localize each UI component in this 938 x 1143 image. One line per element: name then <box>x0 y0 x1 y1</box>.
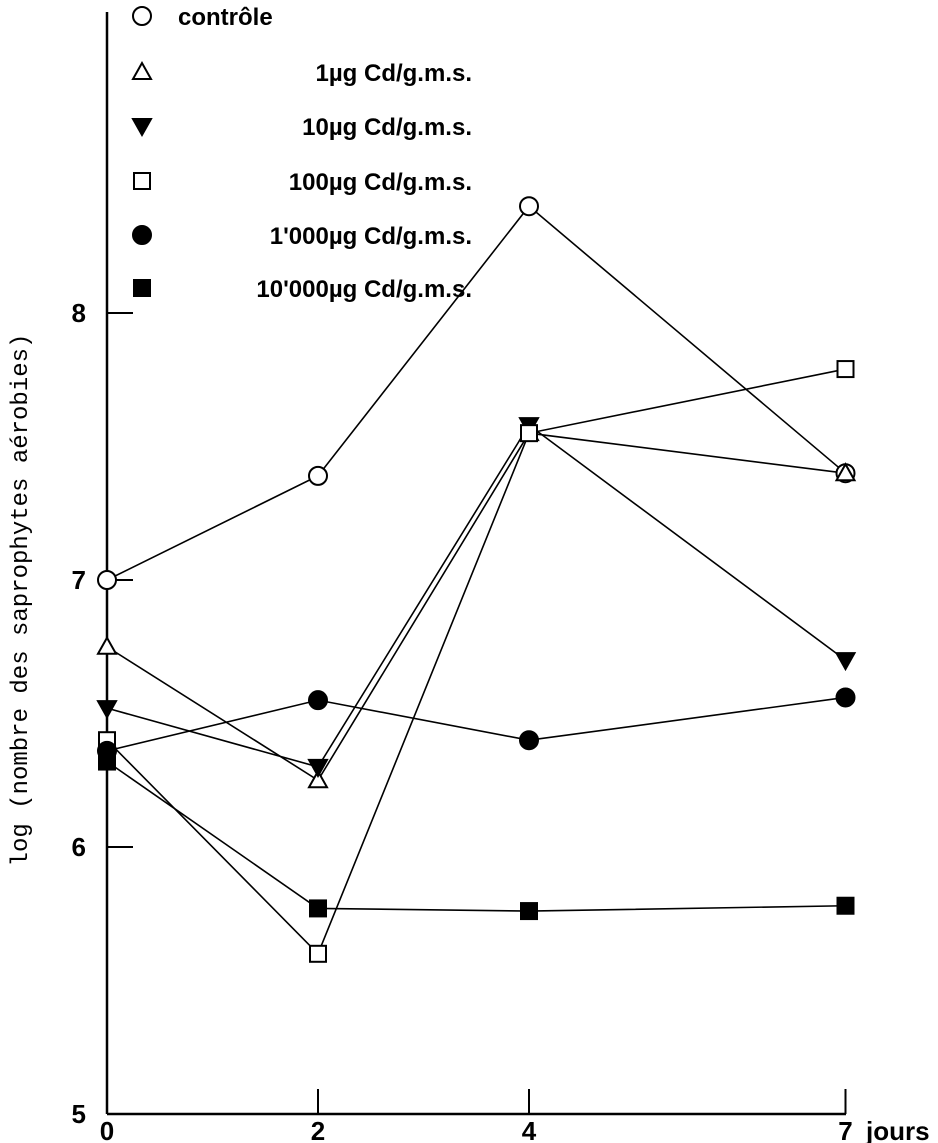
data-point <box>834 462 857 482</box>
series-6 <box>106 760 846 912</box>
series-3-points <box>96 417 857 778</box>
legend-marker <box>132 6 152 26</box>
legend-item: 1'000µg Cd/g.m.s. <box>132 223 472 250</box>
legend-label: 1µg Cd/g.m.s. <box>315 60 472 87</box>
legend-marker <box>133 172 151 190</box>
data-point <box>96 635 118 655</box>
series-line <box>106 696 846 752</box>
data-point <box>519 730 539 751</box>
legend-marker <box>131 60 153 80</box>
data-point <box>835 687 856 708</box>
data-point <box>308 690 328 711</box>
ticks: 5 6 7 8 0 2 4 7 <box>72 298 853 1143</box>
data-point <box>309 899 327 918</box>
x-tick-label: 7 <box>838 1116 852 1143</box>
data-point <box>97 570 117 590</box>
series-1 <box>106 205 847 581</box>
legend-item: 10µg Cd/g.m.s. <box>131 114 472 141</box>
legend-label: 1'000µg Cd/g.m.s. <box>270 223 472 250</box>
series-line <box>106 432 846 782</box>
data-point <box>519 196 539 217</box>
series-line <box>106 423 846 768</box>
data-point <box>96 700 118 720</box>
legend-marker <box>131 118 153 138</box>
legend-item: 10'000µg Cd/g.m.s. <box>133 276 472 303</box>
series-2 <box>106 432 846 782</box>
series-4-points <box>98 360 855 963</box>
y-tick-label: 6 <box>72 832 86 862</box>
y-axis-label: log (nombre des saprophytes aérobies) <box>8 334 35 867</box>
legend-label: 10µg Cd/g.m.s. <box>302 114 472 141</box>
legend: contrôle 1µg Cd/g.m.s. 10µg Cd/g.m.s. 100µg… <box>131 4 472 303</box>
series-2-points <box>96 422 857 789</box>
data-point <box>520 424 538 443</box>
series-5 <box>106 696 846 752</box>
x-tick-label: 4 <box>522 1116 537 1143</box>
data-point <box>308 465 328 486</box>
series-line <box>106 368 846 956</box>
data-point <box>520 902 538 921</box>
series-5-points <box>97 687 856 761</box>
series-1-points <box>97 196 856 590</box>
x-axis-label: jours <box>865 1116 930 1143</box>
data-point <box>307 758 329 778</box>
legend-marker <box>132 225 152 245</box>
legend-item: contrôle <box>132 4 273 31</box>
axes <box>105 12 846 1116</box>
data-point <box>98 752 116 771</box>
legend-marker <box>133 279 151 297</box>
data-point <box>836 360 855 379</box>
y-tick-label: 8 <box>72 298 86 328</box>
series-layer <box>96 196 857 963</box>
data-point <box>309 944 327 963</box>
data-point <box>307 769 329 789</box>
data-point <box>836 896 855 915</box>
y-tick-label: 7 <box>72 565 86 595</box>
legend-item: 1µg Cd/g.m.s. <box>131 60 472 87</box>
legend-label: 10'000µg Cd/g.m.s. <box>256 276 472 303</box>
data-point <box>834 652 857 672</box>
series-line <box>106 760 846 912</box>
series-line <box>106 205 847 581</box>
series-6-points <box>98 752 855 921</box>
legend-item: 100µg Cd/g.m.s. <box>133 169 472 196</box>
legend-label: contrôle <box>178 4 273 31</box>
legend-label: 100µg Cd/g.m.s. <box>289 169 472 196</box>
y-tick-label: 5 <box>72 1099 86 1129</box>
series-3 <box>106 423 846 768</box>
x-tick-label: 0 <box>100 1116 114 1143</box>
x-tick-label: 2 <box>311 1116 325 1143</box>
series-4 <box>106 368 846 956</box>
